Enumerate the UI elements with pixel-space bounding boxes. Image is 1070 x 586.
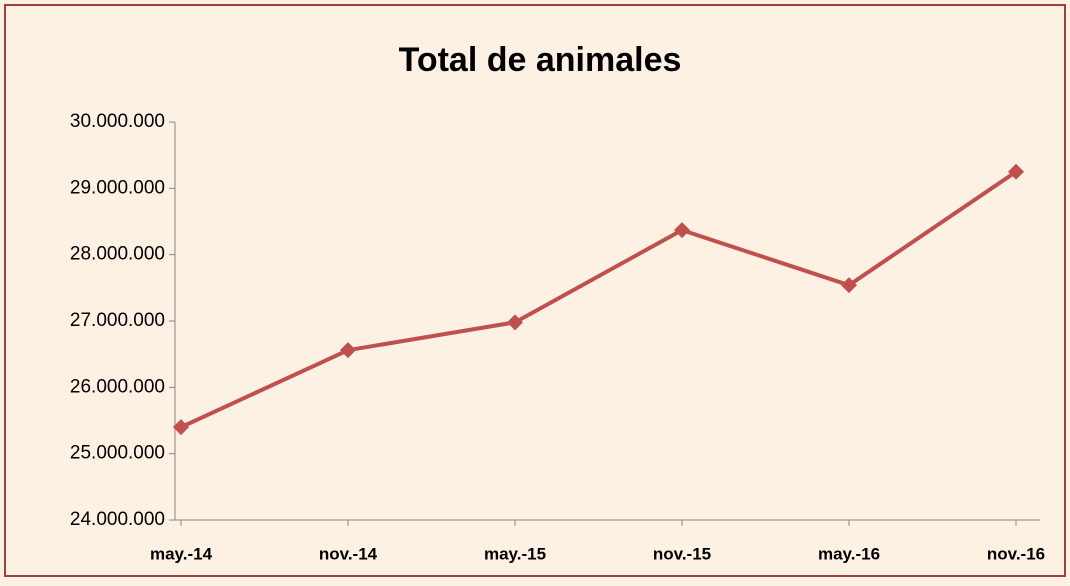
marker [507,314,523,331]
x-tick-label: nov.-15 [653,544,711,563]
marker [1008,163,1024,180]
line [180,170,1018,429]
marker [841,277,857,294]
x-tick-label: may.-14 [150,544,213,563]
chart-frame [4,4,1066,577]
y-tick-label: 29.000.000 [70,177,165,198]
x-tick-label: may.-16 [818,544,880,563]
y-tick-label: 28.000.000 [70,244,165,265]
marker [173,419,189,436]
y-tick-label: 30.000.000 [70,111,165,132]
x-tick-label: may.-15 [484,544,546,563]
y-tick-label: 25.000.000 [70,443,165,464]
x-tick-label: nov.-16 [987,544,1045,563]
marker [340,342,356,359]
x-tick-label: nov.-14 [319,544,378,563]
y-tick-label: 24.000.000 [70,509,165,530]
y-tick-label: 27.000.000 [70,310,165,331]
chart-title: Total de animales [399,41,682,79]
marker [674,222,690,239]
y-tick-label: 26.000.000 [70,376,165,397]
